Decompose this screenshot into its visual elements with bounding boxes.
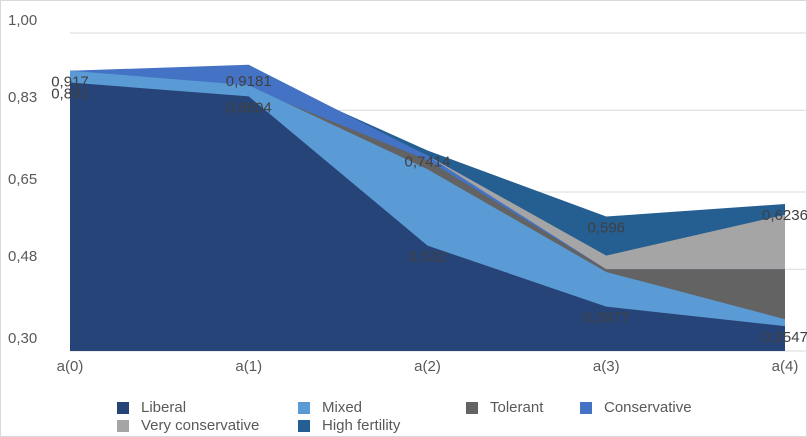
data-label: 0,532 bbox=[409, 249, 447, 266]
data-label: 0,8604 bbox=[226, 99, 272, 116]
legend-swatch bbox=[466, 402, 478, 414]
data-label: 0,891 bbox=[51, 85, 89, 102]
data-label: 0,3977 bbox=[583, 310, 629, 327]
data-label: 0,596 bbox=[587, 220, 625, 237]
y-tick-label: 1,00 bbox=[8, 12, 37, 29]
data-label: 0,6236 bbox=[762, 207, 807, 224]
data-label: 0,917 bbox=[51, 74, 89, 91]
y-tick-label: 0,30 bbox=[8, 330, 37, 347]
x-tick-label: a(2) bbox=[414, 358, 441, 375]
legend-swatch bbox=[117, 420, 129, 432]
x-tick-label: a(0) bbox=[57, 358, 84, 375]
legend-swatch bbox=[298, 420, 310, 432]
y-tick-label: 0,48 bbox=[8, 248, 37, 265]
legend-label: Tolerant bbox=[490, 399, 544, 416]
data-label: 0,7414 bbox=[405, 153, 451, 170]
data-label: 0,3547 bbox=[762, 329, 807, 346]
x-tick-label: a(3) bbox=[593, 358, 620, 375]
legend-label: Conservative bbox=[604, 399, 692, 416]
legend-label: High fertility bbox=[322, 417, 401, 434]
data-label: 0,9181 bbox=[226, 73, 272, 90]
y-tick-label: 0,83 bbox=[8, 89, 37, 106]
area bbox=[70, 82, 785, 351]
legend-swatch bbox=[298, 402, 310, 414]
legend-swatch bbox=[580, 402, 592, 414]
y-tick-label: 0,65 bbox=[8, 171, 37, 188]
legend-label: Mixed bbox=[322, 399, 362, 416]
x-tick-label: a(4) bbox=[772, 358, 799, 375]
legend-swatch bbox=[117, 402, 129, 414]
legend-label: Liberal bbox=[141, 399, 186, 416]
x-tick-label: a(1) bbox=[235, 358, 262, 375]
legend-label: Very conservative bbox=[141, 417, 259, 434]
